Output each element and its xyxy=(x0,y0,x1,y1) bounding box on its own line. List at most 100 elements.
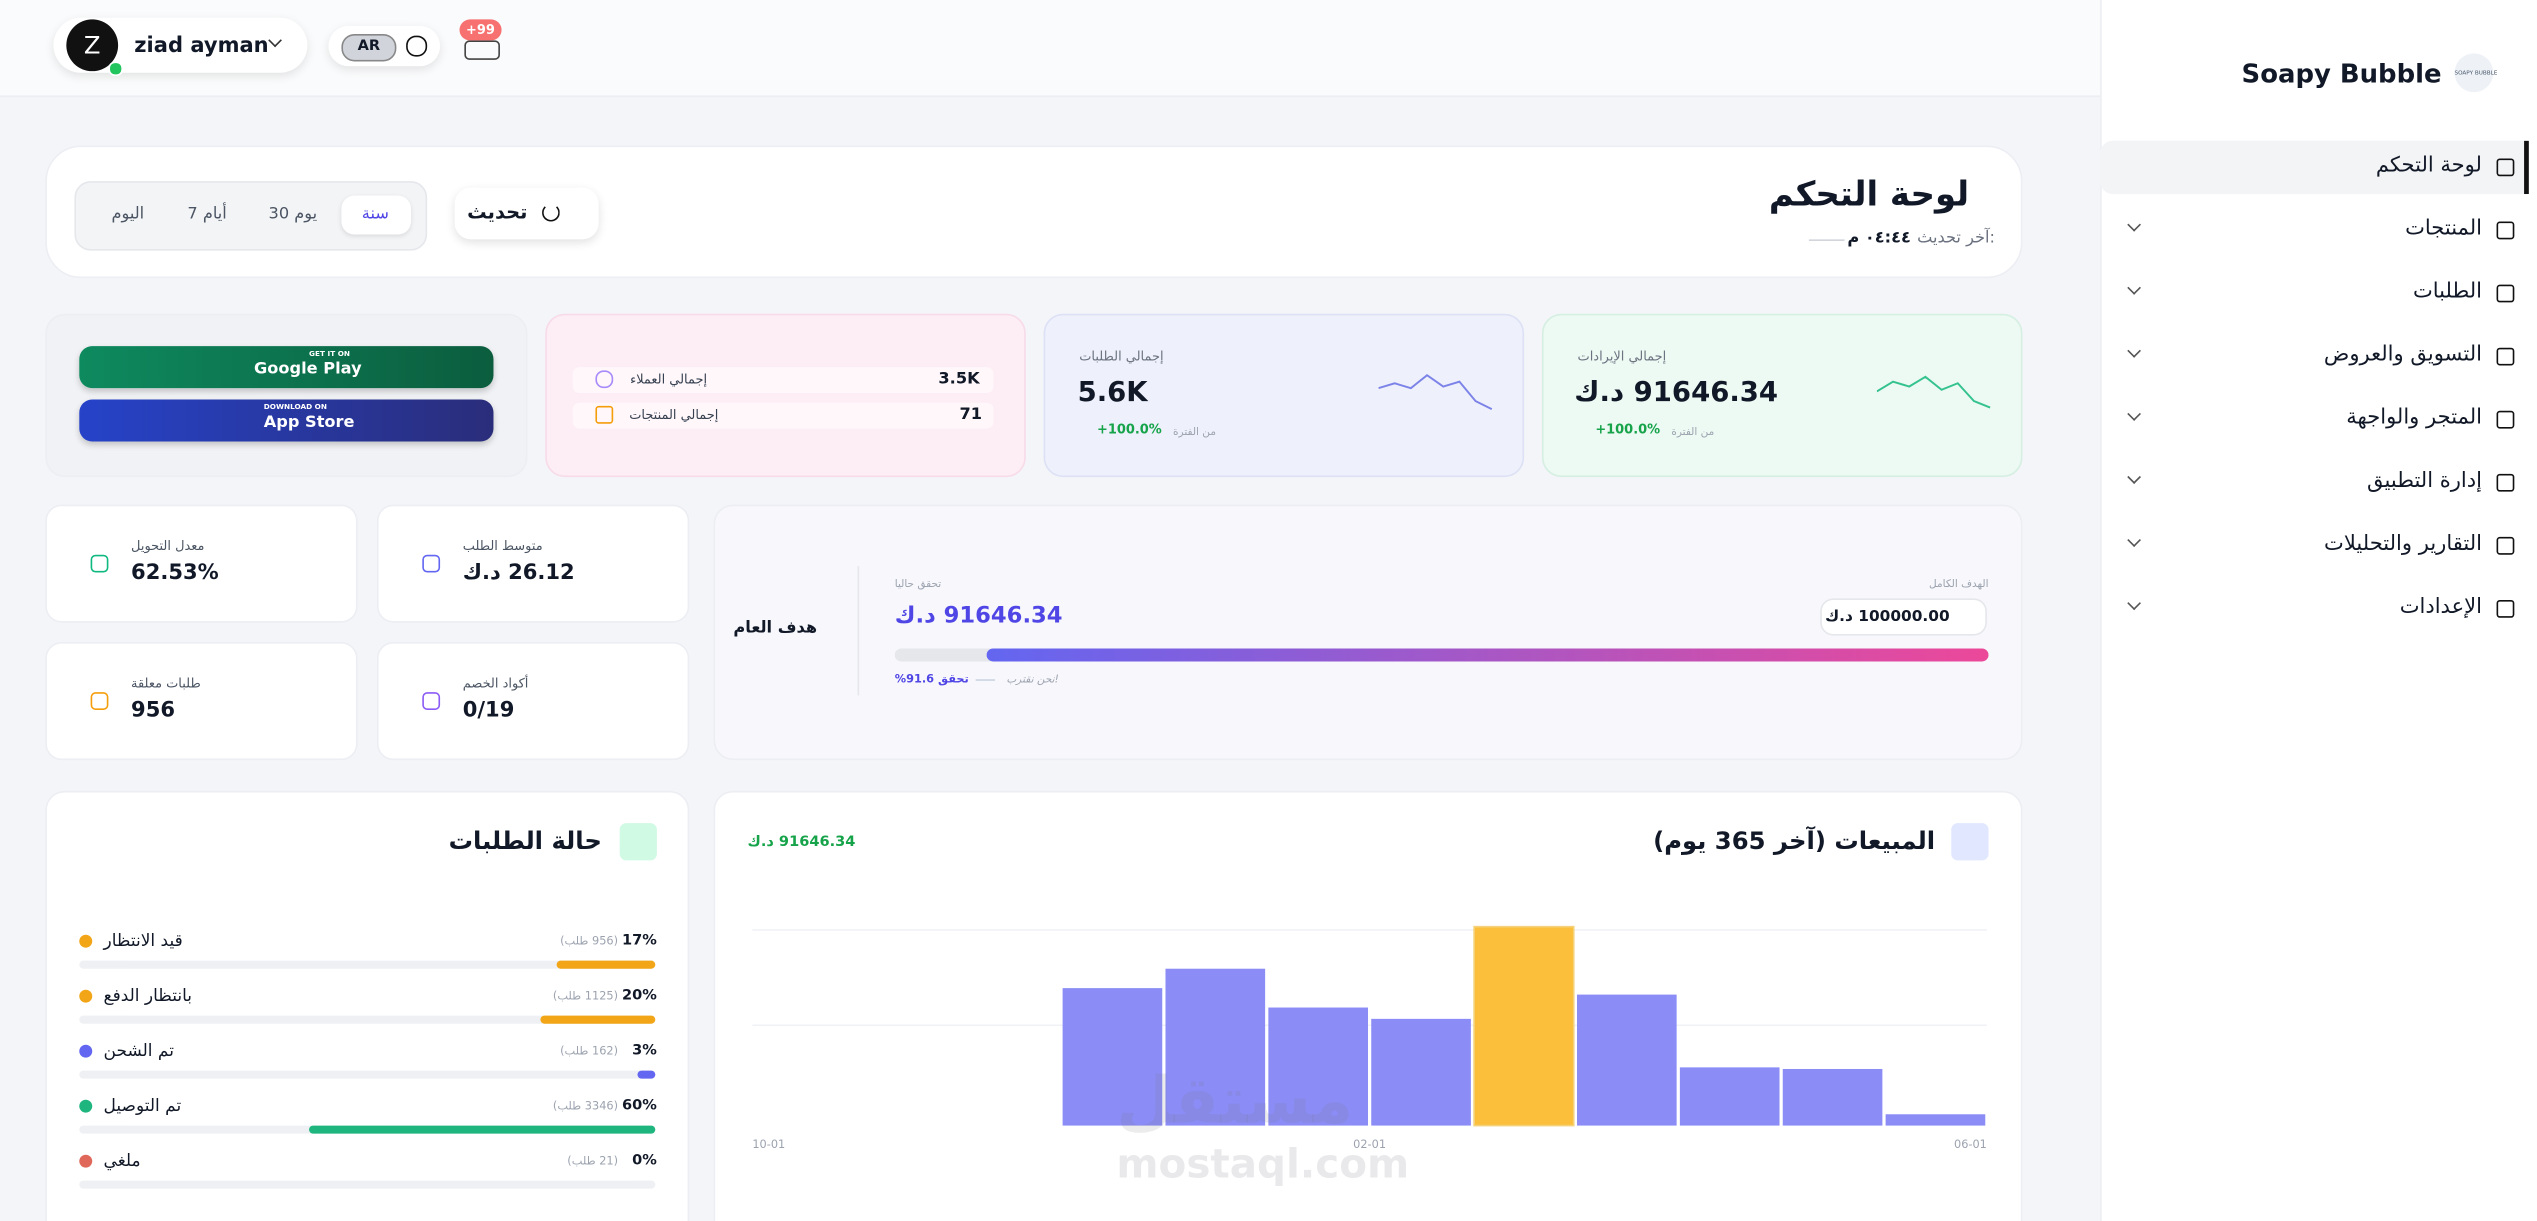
top-bar xyxy=(0,0,2101,98)
status-title: حالة الطلبات xyxy=(448,826,602,856)
menu-item[interactable]: لوحة التحكم xyxy=(2100,140,2529,195)
watermark: مستقل xyxy=(1116,1064,1354,1139)
status-icon xyxy=(619,823,657,861)
target-value: 100000.00 د.ك xyxy=(1825,608,1950,626)
sparkline xyxy=(1876,375,1991,409)
status-bar xyxy=(557,960,656,969)
menu-item[interactable]: إدارة التطبيق xyxy=(2100,456,2524,509)
sales-chart: 10-01 02-01 06-01 xyxy=(752,925,1987,1151)
status-track xyxy=(79,1070,656,1079)
status-bar xyxy=(309,1125,656,1134)
status-count: (21 طلب) xyxy=(567,1154,619,1168)
divider xyxy=(857,566,860,696)
online-dot xyxy=(108,61,123,77)
sales-total: 91646.34 د.ك xyxy=(747,834,856,851)
metric-value: 26.12 د.ك xyxy=(462,561,575,586)
status-count: (162 طلب) xyxy=(560,1044,619,1058)
avatar: Z xyxy=(66,19,119,72)
row-bg xyxy=(572,367,994,393)
menu-icon xyxy=(2496,473,2515,492)
metric-icon xyxy=(90,554,109,573)
user-name: ziad ayman xyxy=(134,33,269,59)
metric-card xyxy=(376,504,690,623)
menu-item[interactable]: المتجر والواجهة xyxy=(2100,393,2524,446)
menu-item[interactable]: المنتجات xyxy=(2100,204,2524,257)
status-track xyxy=(79,1180,656,1189)
menu-label: الطلبات xyxy=(2412,279,2482,305)
status-dot xyxy=(79,1154,93,1168)
metric-icon xyxy=(422,554,441,573)
metric-icon xyxy=(90,692,109,710)
status-card xyxy=(45,790,690,1221)
menu-icon xyxy=(2496,536,2515,555)
menu-icon xyxy=(2496,158,2515,177)
google-play-button[interactable]: GET IT ON Google Play xyxy=(79,346,494,389)
language-switch[interactable]: AR xyxy=(328,25,441,67)
sparkline xyxy=(1378,373,1493,411)
chart-icon xyxy=(1951,823,1989,861)
menu-item[interactable]: التقارير والتحليلات xyxy=(2100,519,2524,572)
app-store-button[interactable]: DOWNLOAD ON App Store xyxy=(79,399,494,442)
goal-progress xyxy=(894,648,1989,662)
menu-icon xyxy=(2496,347,2515,366)
language: AR xyxy=(341,33,397,62)
status-count: (3346 طلب) xyxy=(552,1099,619,1113)
bar xyxy=(1679,1067,1780,1126)
chevron xyxy=(2127,533,2141,548)
google-top: GET IT ON xyxy=(309,350,350,360)
goal-title: هدف العام xyxy=(733,619,818,638)
status-dot xyxy=(79,934,93,948)
watermark: mostaql.com xyxy=(1116,1140,1410,1188)
menu-item[interactable]: الطلبات xyxy=(2100,267,2524,320)
status-count: (956 طلب) xyxy=(560,934,619,948)
logo: SOAPY BUBBLE xyxy=(2454,53,2497,93)
apple-label: App Store xyxy=(263,414,355,432)
status-name: قيد الانتظار xyxy=(103,931,183,951)
progress-fill xyxy=(986,648,1989,662)
stat-change-note: من الفترة xyxy=(1671,425,1715,439)
menu-label: لوحة التحكم xyxy=(2375,153,2482,178)
menu-icon xyxy=(2496,284,2515,303)
globe-icon xyxy=(406,35,428,57)
metric-label: متوسط الطلب xyxy=(462,538,543,554)
apps-card xyxy=(45,313,528,478)
notification-icon[interactable] xyxy=(464,40,500,60)
menu-item[interactable]: التسويق والعروض xyxy=(2100,330,2524,383)
menu-item[interactable]: الإعدادات xyxy=(2100,582,2524,635)
user-menu[interactable]: Z ziad ayman xyxy=(53,17,308,77)
bar xyxy=(1473,925,1575,1127)
x-tick-label: 10-01 xyxy=(752,1137,785,1151)
stat-label: إجمالي الإيرادات xyxy=(1577,349,1667,364)
period-option[interactable]: اليوم xyxy=(111,205,145,224)
box-icon xyxy=(595,405,614,424)
refresh-icon xyxy=(542,203,560,222)
goal-percent: تحقق 91.6% xyxy=(894,672,969,686)
metric-label: أكواد الخصم xyxy=(462,675,529,691)
period-option[interactable]: 30 يوم xyxy=(268,205,318,224)
last-update-label: آخر تحديث: xyxy=(1917,229,1995,248)
notification-badge: +99 xyxy=(459,19,502,41)
period-option[interactable]: سنة xyxy=(361,205,389,224)
status-track xyxy=(79,960,656,969)
stat-label: إجمالي الطلبات xyxy=(1079,349,1164,364)
brand: Soapy Bubble xyxy=(2241,58,2442,89)
customers-card xyxy=(545,313,1026,478)
chevron xyxy=(2127,217,2141,232)
period-active-bg xyxy=(341,195,411,235)
x-tick-label: 02-01 xyxy=(1353,1137,1386,1151)
period-option[interactable]: 7 أيام xyxy=(187,205,227,224)
status-name: بانتظار الدفع xyxy=(103,986,193,1006)
x-tick-label: 06-01 xyxy=(1954,1137,1987,1151)
stat-change-note: من الفترة xyxy=(1173,425,1216,439)
status-name: تم الشحن xyxy=(103,1041,174,1061)
refresh-button[interactable]: تحديث xyxy=(454,187,599,240)
target-pill[interactable]: 100000.00 د.ك xyxy=(1820,598,1987,636)
stat-value: 5.6K xyxy=(1077,376,1148,410)
chevron xyxy=(2127,281,2141,295)
current-label: تحقق حاليا xyxy=(894,577,942,591)
revenue-card xyxy=(1541,313,2023,478)
google-label: Google Play xyxy=(254,360,362,379)
page-title: لوحة التحكم xyxy=(1768,174,1970,214)
bar xyxy=(1576,994,1677,1126)
metric-label: معدل التحويل xyxy=(131,538,205,554)
